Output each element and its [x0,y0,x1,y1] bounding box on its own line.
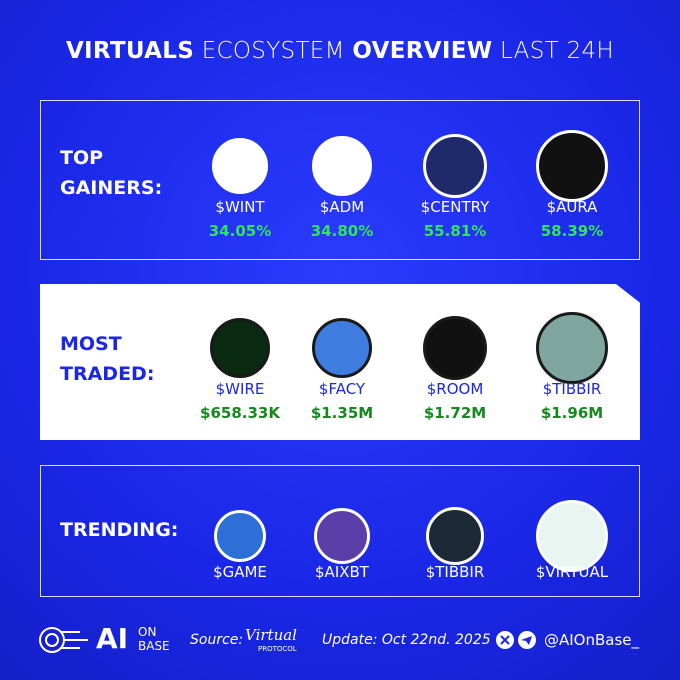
token-value: $658.33K [200,404,280,422]
token-icon [312,136,372,196]
social-icons [496,630,538,654]
section-box [40,100,640,260]
brand: AI [96,622,129,655]
token-name: $ADM [319,198,365,216]
update-date: Update: Oct 22nd. 2025 [322,632,491,648]
brand-logo [30,625,90,655]
token-name: $GAME [213,563,267,581]
title-bold: VIRTUALS [65,38,195,64]
token-name: $AIXBT [315,563,369,581]
title: VIRTUALS ECOSYSTEM OVERVIEW LAST 24H [0,38,680,64]
brand-sub-line: ON [138,625,157,639]
token-name: $CENTRY [420,198,490,216]
social-icon-set [496,631,536,649]
token-icon [312,318,372,378]
handle: @AIOnBase_ [544,631,640,649]
source-logo: Virtual [245,626,297,644]
token-name: $VIRTUAL [535,563,609,581]
title-light: LAST 24H [500,38,615,64]
section-label: GAINERS: [60,177,163,199]
token-name: $ROOM [426,380,484,398]
token-value: 55.81% [423,222,487,240]
token-icon [536,500,608,572]
token-icon [210,318,270,378]
token-name: $WIRE [215,380,265,398]
token-icon [536,130,608,202]
brand-sub-line: BASE [138,639,170,653]
token-value: $1.72M [423,404,487,422]
section-label: TRENDING: [60,519,179,541]
token-icon [314,508,370,564]
token-icon [426,507,484,565]
token-icon [423,134,487,198]
token-icon [536,312,608,384]
brand-icon [39,627,88,653]
token-name: $TIBBIR [425,563,485,581]
token-name: $AURA [546,198,598,216]
token-name: $TIBBIR [542,380,602,398]
section-box [40,465,640,597]
section-label: TRADED: [60,363,155,385]
token-value: 58.39% [540,222,604,240]
token-icon [212,138,268,194]
title-light: ECOSYSTEM [201,38,345,64]
section-label: TOP [60,147,104,169]
token-value: 34.80% [310,222,374,240]
title-bold: OVERVIEW [352,38,493,64]
token-value: 34.05% [208,222,272,240]
brand-sub: ON BASE [138,625,170,653]
token-value: $1.35M [310,404,374,422]
source-logo-sub: PROTOCOL [258,645,297,653]
source-label: Source: [190,632,244,648]
token-name: $FACY [318,380,366,398]
token-icon [214,510,266,562]
section-label: MOST [60,333,122,355]
token-icon [423,316,487,380]
token-value: $1.96M [540,404,604,422]
token-name: $WINT [215,198,265,216]
